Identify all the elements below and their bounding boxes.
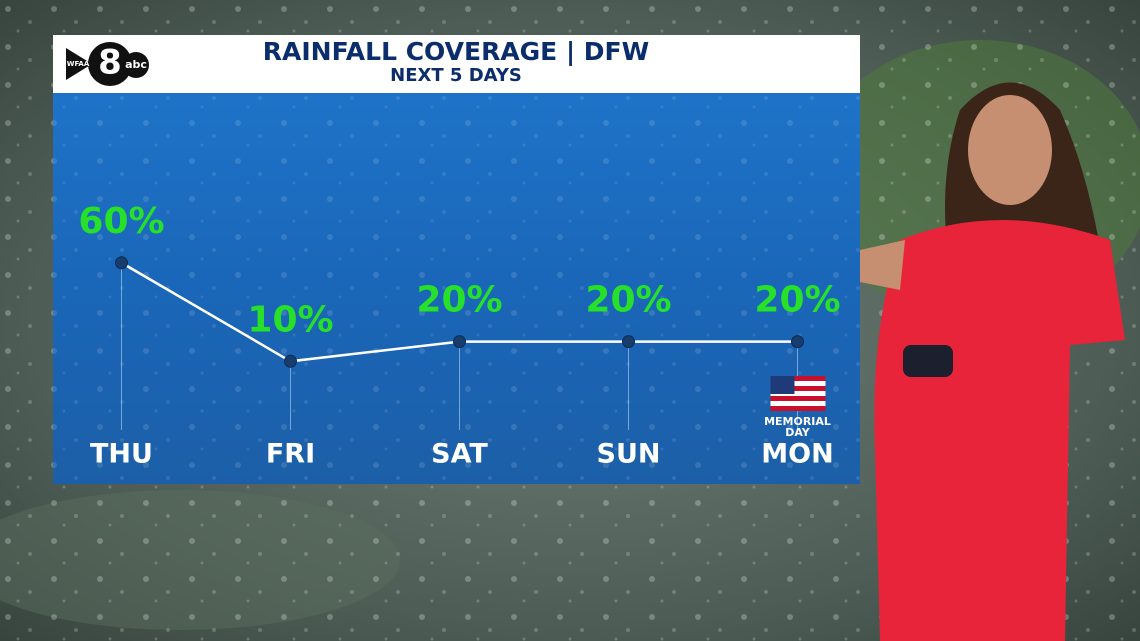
annotation-word: MEMORIAL bbox=[764, 415, 831, 428]
annotation-word: DAY bbox=[785, 426, 811, 439]
presenter bbox=[850, 82, 1125, 641]
x-tick-label: THU bbox=[90, 439, 153, 470]
logo-call-letters: WFAA bbox=[67, 60, 90, 68]
logo-channel: 8 bbox=[98, 43, 122, 83]
data-point bbox=[453, 335, 466, 349]
value-label: 60% bbox=[78, 201, 164, 242]
x-tick-label: FRI bbox=[266, 439, 315, 470]
flag-stripe bbox=[770, 396, 826, 401]
logo-network: abc bbox=[125, 58, 147, 71]
value-label: 20% bbox=[416, 280, 502, 321]
value-label: 10% bbox=[247, 299, 333, 340]
flag-stripe bbox=[770, 406, 826, 411]
panel-texture bbox=[53, 93, 860, 484]
flag-stripe bbox=[770, 401, 826, 406]
data-point bbox=[622, 335, 635, 349]
flag-stripe bbox=[770, 391, 826, 396]
x-tick-label: MON bbox=[761, 439, 833, 470]
chart-subtitle: NEXT 5 DAYS bbox=[390, 65, 522, 86]
chart-title: RAINFALL COVERAGE | DFW bbox=[263, 37, 649, 66]
flag-stripe bbox=[770, 381, 826, 386]
station-logo: WFAA 8 abc bbox=[66, 42, 149, 86]
flag-canton bbox=[770, 376, 795, 394]
flag-stripe bbox=[770, 386, 826, 391]
value-label: 20% bbox=[585, 280, 671, 321]
x-tick-label: SAT bbox=[431, 439, 488, 470]
data-point bbox=[115, 256, 128, 270]
value-label: 20% bbox=[754, 280, 840, 321]
flag-icon bbox=[770, 376, 826, 411]
x-tick-label: SUN bbox=[597, 439, 661, 470]
data-point bbox=[284, 354, 297, 368]
data-point bbox=[791, 335, 804, 349]
header-bar bbox=[53, 35, 860, 93]
annotation-text: MEMORIAL DAY bbox=[764, 415, 831, 439]
flag-stripe bbox=[770, 376, 826, 381]
